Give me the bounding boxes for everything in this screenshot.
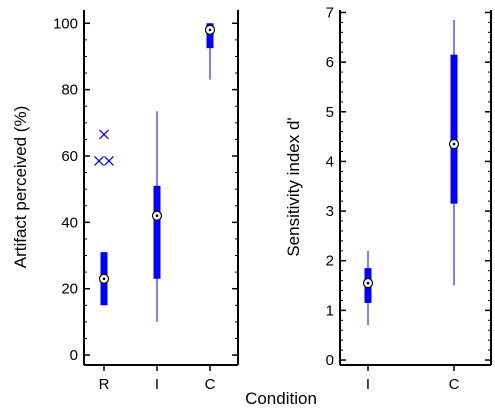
outlier-marker — [99, 129, 109, 140]
panel-left-artifact-perceived: 0 20 40 60 80 100 Artifact perceived (%) R I C — [11, 10, 239, 393]
x-axis-label-condition: Condition — [245, 389, 317, 408]
x-tick-label: I — [366, 376, 370, 393]
y-tick-label: 0 — [326, 352, 334, 369]
y-tick-label: 1 — [326, 302, 334, 319]
median-dot-I — [366, 281, 370, 285]
y-tick-label: 5 — [326, 104, 334, 121]
y-tick-label: 6 — [326, 54, 334, 71]
y-tick-label: 7 — [326, 4, 334, 21]
x-tick-label: R — [99, 376, 110, 393]
y-tick-label: 60 — [61, 148, 78, 165]
y-tick-label: 2 — [326, 253, 334, 270]
panel-right-sensitivity-index: 0 1 2 3 4 5 6 7 Sensitivity index d' I C — [284, 4, 492, 393]
x-tick-label: C — [205, 376, 216, 393]
y-tick-label: 4 — [326, 153, 334, 170]
x-tick-label: C — [449, 376, 460, 393]
y-axis-label: Artifact perceived (%) — [11, 106, 30, 269]
outlier-stroke — [104, 156, 114, 166]
median-dot-I — [155, 214, 159, 218]
y-tick-label: 40 — [61, 214, 78, 231]
outlier-stroke — [99, 129, 109, 140]
median-dot-C — [208, 28, 212, 32]
y-tick-label: 100 — [53, 15, 78, 32]
median-dot-R — [102, 277, 106, 281]
y-tick-label: 20 — [61, 281, 78, 298]
outlier-marker — [104, 156, 114, 166]
x-tick-label: I — [155, 376, 159, 393]
box-C — [206, 23, 214, 49]
y-tick-label: 80 — [61, 82, 78, 99]
outlier-stroke — [94, 156, 104, 166]
box-I — [153, 185, 161, 279]
y-axis-label: Sensitivity index d' — [284, 117, 303, 256]
outlier-marker — [94, 156, 104, 166]
box-C — [450, 54, 458, 204]
y-tick-label: 0 — [70, 347, 78, 364]
median-dot-C — [452, 142, 456, 146]
y-tick-label: 3 — [326, 203, 334, 220]
